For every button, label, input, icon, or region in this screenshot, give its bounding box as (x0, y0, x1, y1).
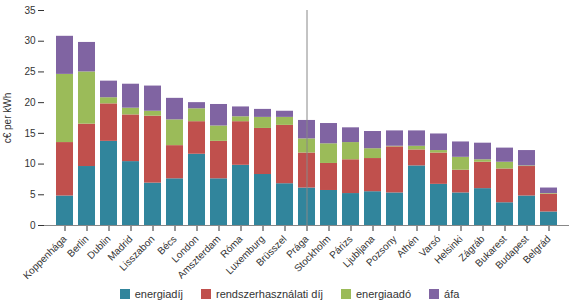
html-text:energiadíj: energiadíj (134, 288, 183, 300)
svg-text:Dublin: Dublin (84, 233, 113, 262)
svg-text:5: 5 (30, 189, 36, 200)
svg-text:25: 25 (24, 66, 36, 77)
svg-text:Belgrád: Belgrád (521, 233, 553, 265)
svg-text:Zágráb: Zágráb (456, 233, 487, 264)
svg-text:10: 10 (24, 158, 36, 169)
svg-text:Koppenhága: Koppenhága (21, 233, 69, 281)
svg-text:Brüsszel: Brüsszel (254, 233, 289, 268)
svg-text:Stockholm: Stockholm (292, 233, 333, 274)
html-text:energiaadó: energiaadó (356, 288, 411, 300)
html-text:áfa: áfa (444, 288, 460, 300)
svg-text:Lisszabon: Lisszabon (117, 233, 157, 273)
svg-text:30: 30 (24, 35, 36, 46)
svg-text:Athén: Athén (394, 233, 420, 259)
svg-text:Párizs: Párizs (327, 233, 355, 261)
svg-text:Róma: Róma (218, 233, 245, 260)
svg-text:15: 15 (24, 128, 36, 139)
svg-text:Bukarest: Bukarest (473, 233, 509, 269)
svg-text:Amszterdam: Amszterdam (175, 233, 222, 280)
svg-text:Varsó: Varsó (416, 233, 443, 259)
html-text:rendszerhasználati díj: rendszerhasználati díj (216, 288, 323, 300)
svg-text:Prága: Prága (284, 233, 311, 260)
svg-text:London: London (169, 233, 201, 265)
svg-text:Berlin: Berlin (64, 233, 91, 260)
svg-text:35: 35 (24, 5, 36, 16)
svg-text:Bécs: Bécs (155, 233, 179, 257)
svg-text:20: 20 (24, 97, 36, 108)
svg-text:Luxemburg: Luxemburg (223, 233, 267, 277)
svg-text:c€ per kWh: c€ per kWh (2, 93, 13, 144)
svg-text:Budapest: Budapest (493, 233, 531, 271)
svg-text:Pozsony: Pozsony (364, 233, 399, 268)
svg-text:0: 0 (30, 220, 36, 231)
svg-text:Ljubljana: Ljubljana (340, 233, 377, 270)
svg-text:Helsinki: Helsinki (432, 233, 465, 266)
svg-text:Madrid: Madrid (105, 233, 135, 263)
